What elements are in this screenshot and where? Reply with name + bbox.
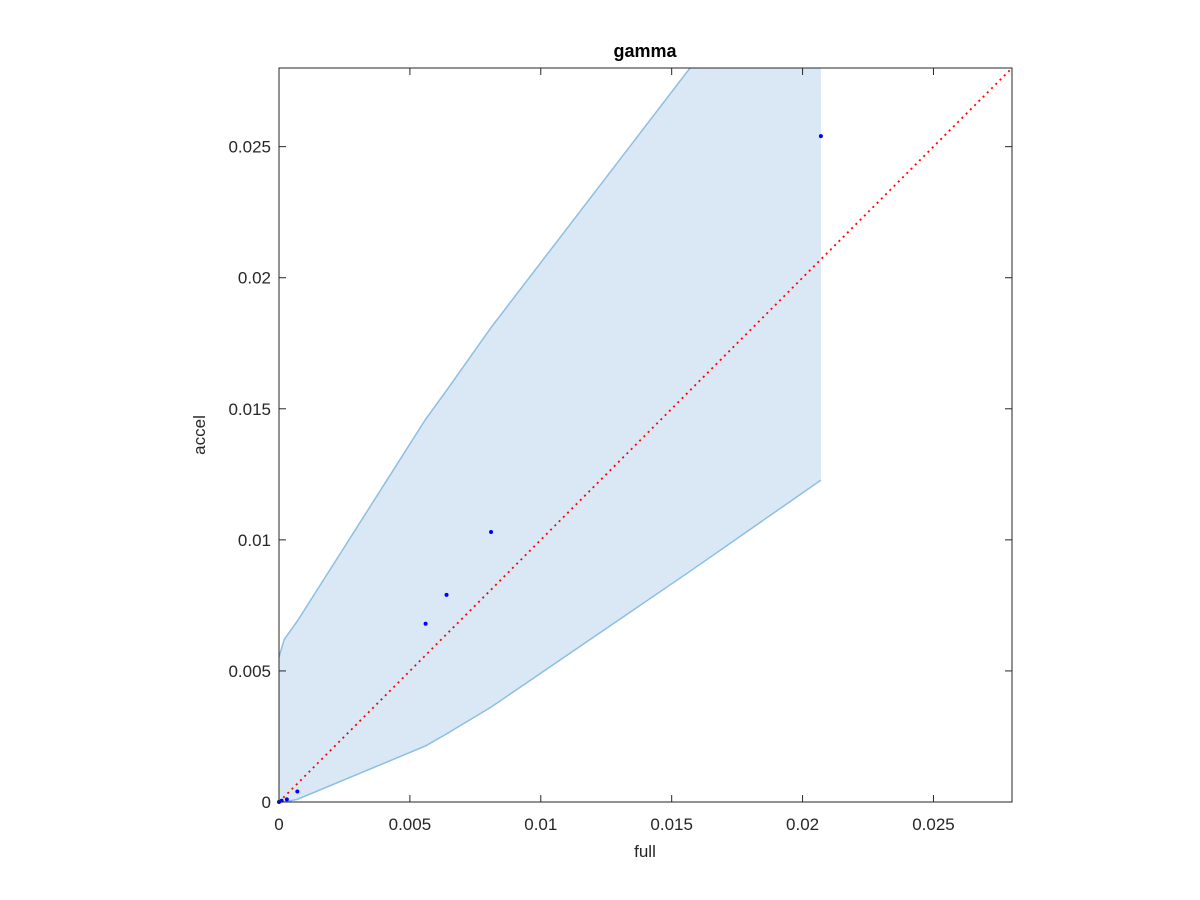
band-fill — [279, 68, 821, 802]
y-tick-label: 0.015 — [228, 400, 271, 419]
x-tick-label: 0.02 — [786, 815, 819, 834]
data-point — [444, 592, 449, 597]
data-point — [423, 621, 428, 626]
x-tick-label: 0.015 — [650, 815, 693, 834]
data-point — [818, 134, 823, 139]
y-tick-label: 0.01 — [238, 531, 271, 550]
reference-line — [279, 68, 1012, 802]
y-tick-label: 0.02 — [238, 269, 271, 288]
x-tick-label: 0.025 — [912, 815, 955, 834]
data-point — [489, 529, 494, 534]
data-point — [295, 789, 300, 794]
band-upper-edge — [279, 68, 691, 658]
chart-title: gamma — [613, 41, 677, 61]
x-tick-label: 0.005 — [389, 815, 432, 834]
y-tick-label: 0 — [262, 793, 271, 812]
axes-box — [278, 67, 1013, 803]
x-tick-label: 0.01 — [524, 815, 557, 834]
y-tick-label: 0.005 — [228, 662, 271, 681]
x-axis-label: full — [634, 842, 656, 861]
data-point — [284, 797, 289, 802]
y-axis-label: accel — [190, 415, 209, 455]
x-tick-label: 0 — [274, 815, 283, 834]
y-tick-label: 0.025 — [228, 138, 271, 157]
